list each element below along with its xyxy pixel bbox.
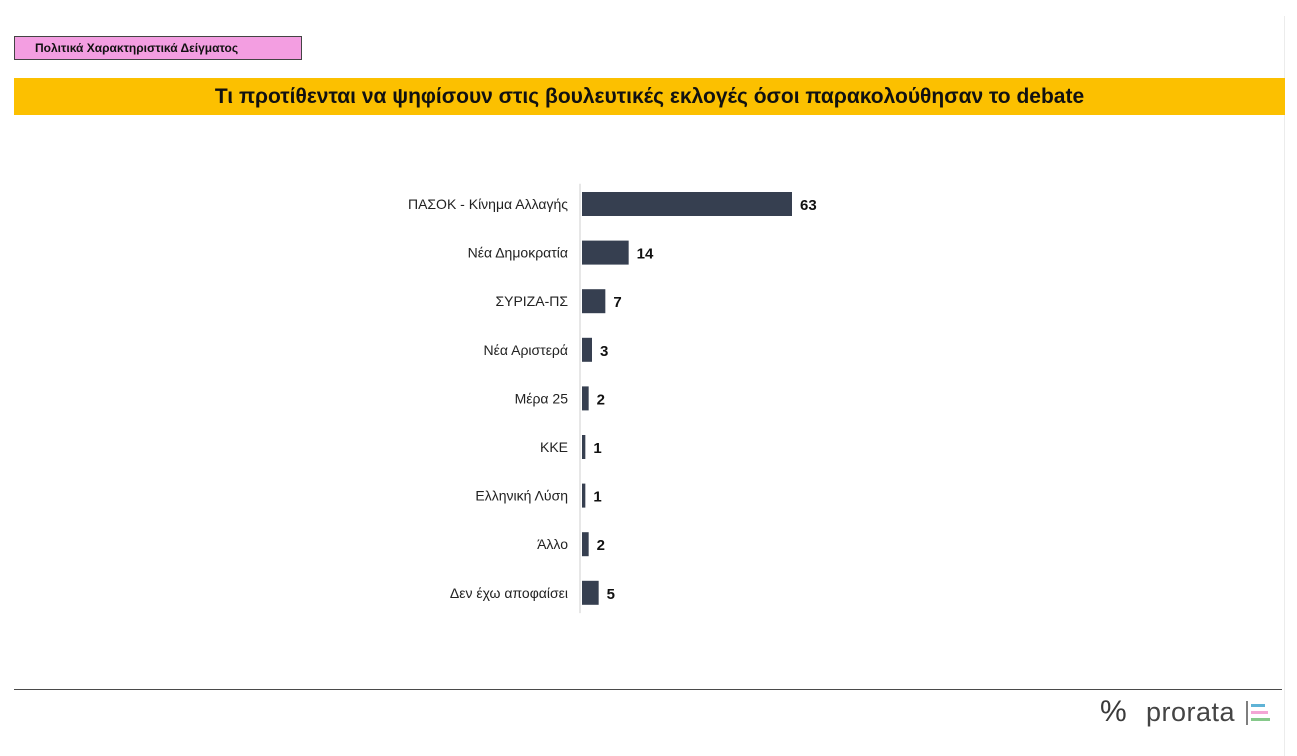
category-label: ΣΥΡΙΖΑ-ΠΣ: [495, 293, 568, 309]
data-label: 2: [597, 537, 605, 554]
category-label: Ελληνική Λύση: [475, 488, 568, 504]
brand-logo: % prorata: [1094, 693, 1284, 731]
category-label: Άλλο: [537, 536, 568, 552]
data-label: 7: [613, 294, 621, 311]
category-label: Δεν έχω αποφαίσει: [450, 585, 568, 601]
data-label: 63: [800, 197, 817, 214]
brand-percent-symbol: %: [1100, 695, 1127, 728]
bar: [582, 240, 629, 265]
bar: [582, 192, 792, 216]
category-label: Νέα Αριστερά: [484, 342, 568, 358]
footer-divider: [14, 689, 1282, 690]
brand-name: prorata: [1146, 697, 1236, 727]
category-label: ΠΑΣΟΚ - Κίνημα Αλλαγής: [408, 196, 568, 212]
bar: [582, 289, 606, 314]
data-label: 14: [637, 246, 654, 263]
data-label: 1: [593, 440, 601, 457]
category-label: ΚΚΕ: [540, 439, 568, 455]
brand-stripes-icon: [1246, 701, 1270, 725]
data-label: 2: [597, 391, 605, 408]
data-label: 5: [607, 586, 615, 603]
category-label: Μέρα 25: [515, 390, 569, 406]
bar: [582, 435, 586, 459]
bar: [582, 483, 586, 508]
section-tag: Πολιτικά Χαρακτηριστικά Δείγματος: [14, 36, 302, 60]
category-label: Νέα Δημοκρατία: [468, 245, 568, 261]
data-label: 1: [593, 489, 601, 506]
bar: [582, 386, 589, 411]
data-label: 3: [600, 343, 608, 360]
right-edge-line: [1284, 16, 1285, 756]
chart-title: Τι προτίθενται να ψηφίσουν στις βουλευτι…: [14, 78, 1285, 115]
bar: [582, 337, 592, 362]
bar: [582, 580, 599, 605]
bar: [582, 532, 589, 557]
